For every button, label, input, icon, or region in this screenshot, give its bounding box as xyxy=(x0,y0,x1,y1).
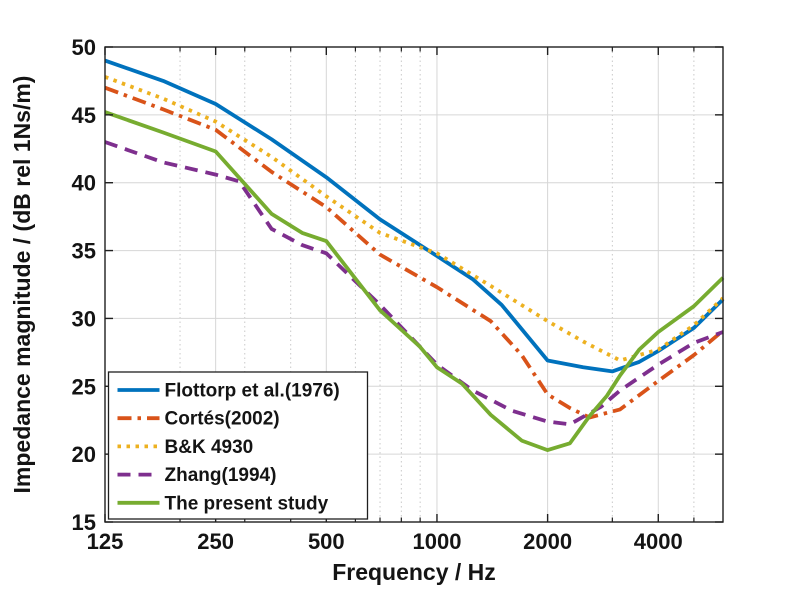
x-tick-label: 125 xyxy=(87,529,124,554)
axes-box xyxy=(104,46,724,523)
y-axis-label: Impedance magnitude / (dB rel 1Ns/m) xyxy=(9,76,35,494)
series-line-3 xyxy=(104,140,724,427)
x-tick-label: 4000 xyxy=(634,529,683,554)
y-tick-label: 35 xyxy=(72,239,96,264)
series-line-4 xyxy=(104,110,725,452)
y-tick-label: 40 xyxy=(72,171,96,196)
x-tick-label: 2000 xyxy=(523,529,572,554)
series-line-2 xyxy=(104,75,725,363)
x-tick-label: 250 xyxy=(197,529,234,554)
series-line-1 xyxy=(104,85,725,420)
series-line-0 xyxy=(104,58,725,374)
y-tick-label: 25 xyxy=(72,374,96,399)
x-axis-label: Frequency / Hz xyxy=(332,559,496,585)
legend-label-2: B&K 4930 xyxy=(165,437,254,458)
legend-box xyxy=(107,371,369,520)
legend-label-1: Cortés(2002) xyxy=(165,409,280,430)
y-tick-label: 30 xyxy=(72,306,96,331)
legend-label-3: Zhang(1994) xyxy=(165,465,277,486)
y-tick-label: 20 xyxy=(72,442,96,467)
x-tick-label: 500 xyxy=(308,529,345,554)
y-tick-label: 45 xyxy=(72,103,96,128)
y-tick-label: 15 xyxy=(72,510,96,535)
legend-label-0: Flottorp et al.(1976) xyxy=(165,381,340,402)
x-tick-label: 1000 xyxy=(412,529,461,554)
y-tick-label: 50 xyxy=(72,35,96,60)
legend-label-4: The present study xyxy=(165,493,329,514)
